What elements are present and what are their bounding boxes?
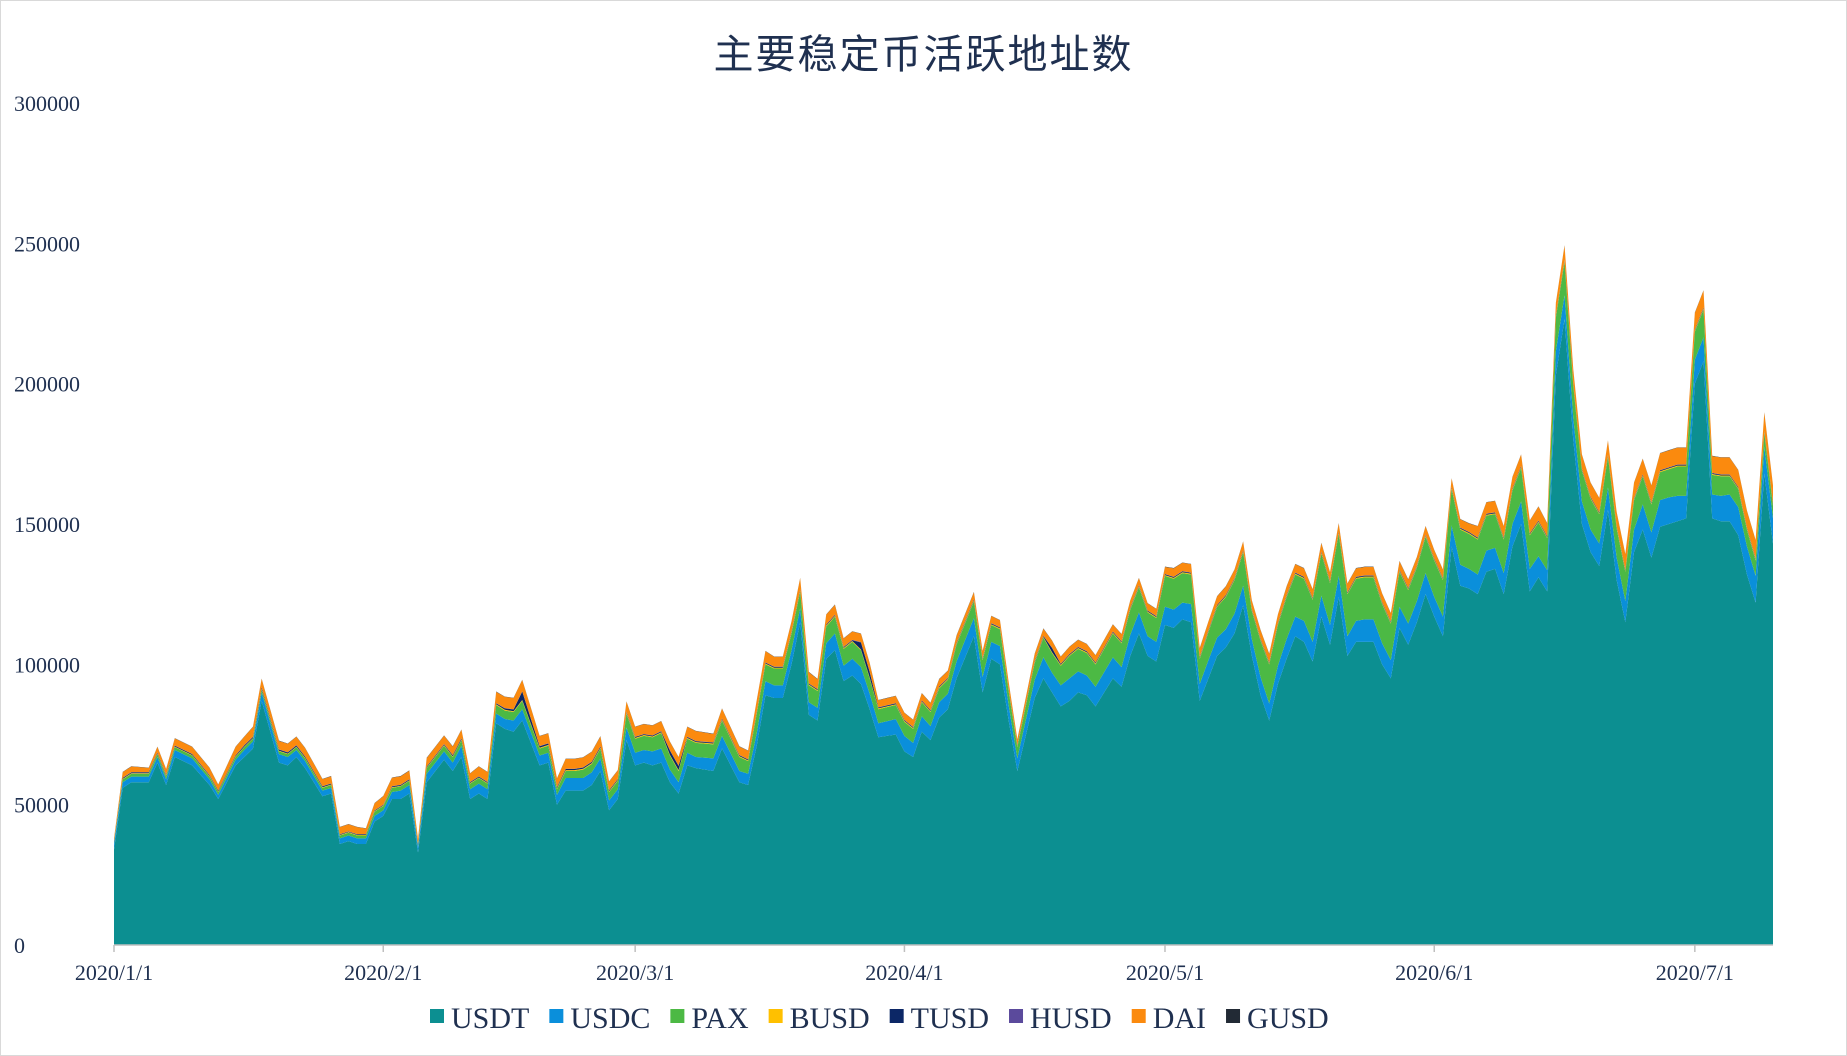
legend-label-pax: PAX	[691, 1002, 749, 1035]
legend-label-usdc: USDC	[570, 1002, 650, 1035]
legend-swatch-husd	[1009, 1009, 1024, 1023]
y-tick-label: 50000	[14, 793, 69, 818]
legend-swatch-gusd	[1226, 1009, 1241, 1023]
legend-label-husd: HUSD	[1030, 1002, 1112, 1035]
area-usdt	[114, 319, 1773, 945]
legend-swatch-busd	[768, 1009, 783, 1023]
legend-label-busd: BUSD	[790, 1002, 870, 1035]
legend-label-usdt: USDT	[451, 1002, 529, 1035]
legend-swatch-pax	[670, 1009, 685, 1023]
legend-label-gusd: GUSD	[1247, 1002, 1329, 1035]
y-tick-label: 0	[14, 933, 25, 958]
x-tick-label: 2020/5/1	[1126, 960, 1204, 985]
legend-swatch-usdt	[430, 1009, 444, 1023]
legend-label-tusd: TUSD	[911, 1002, 989, 1035]
y-tick-label: 150000	[14, 512, 80, 537]
series-areas	[114, 245, 1773, 945]
x-tick-label: 2020/4/1	[865, 960, 943, 985]
legend-swatch-usdc	[549, 1009, 564, 1023]
legend-swatch-tusd	[889, 1009, 904, 1023]
legend: USDT USDC PAX BUSD TUSD HUSD DAI GUSD	[430, 1002, 1329, 1035]
y-tick-label: 200000	[14, 372, 80, 397]
x-tick-label: 2020/7/1	[1656, 960, 1734, 985]
y-tick-label: 100000	[14, 652, 80, 677]
y-tick-label: 300000	[14, 91, 80, 116]
chart-title: 主要稳定币活跃地址数	[713, 32, 1134, 78]
x-tick-label: 2020/6/1	[1395, 960, 1473, 985]
x-tick-label: 2020/3/1	[596, 960, 674, 985]
legend-swatch-dai	[1131, 1009, 1146, 1023]
x-tick-label: 2020/1/1	[75, 960, 153, 985]
x-tick-label: 2020/2/1	[344, 960, 422, 985]
axes: 0 50000 100000 150000 200000 250000 300000 2020…	[14, 91, 1773, 985]
legend-label-dai: DAI	[1153, 1002, 1206, 1035]
y-tick-label: 250000	[14, 231, 80, 256]
